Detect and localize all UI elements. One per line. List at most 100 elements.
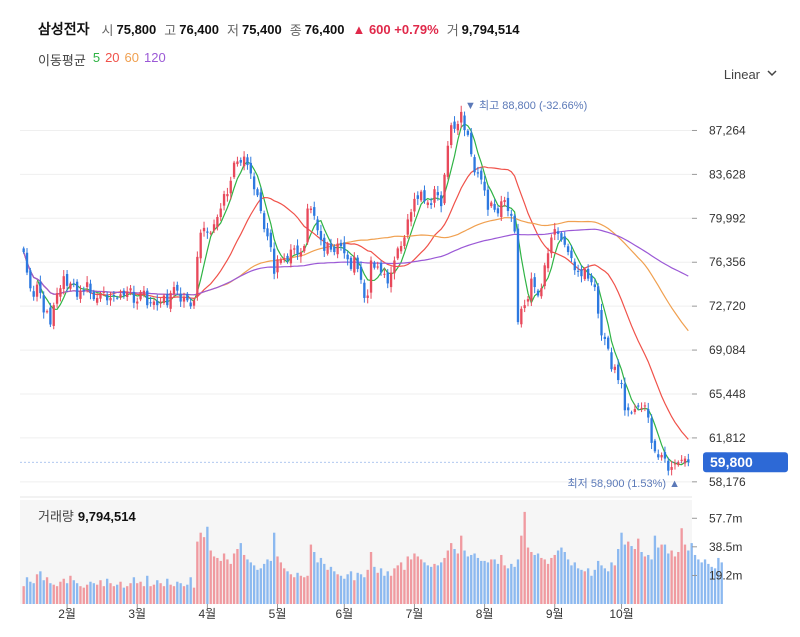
volume-bar [25,577,29,604]
candle-down [536,290,540,296]
volume-bar [219,560,222,604]
volume-bar [286,571,289,604]
volume-tick-label: 57.7m [709,511,742,525]
candle-up [406,219,409,235]
volume-bar [102,586,105,604]
candle-up [79,290,82,299]
volume-bar [436,565,439,604]
candle-down [386,272,389,284]
close-label: 종 [289,22,302,38]
volume-bar [29,581,32,604]
volume-bar [346,574,349,604]
ma-120-label[interactable]: 120 [144,50,166,65]
volume-plot-area [20,500,692,604]
volume-bar [196,541,199,604]
volume-bar [530,552,533,604]
volume-bar [69,575,72,604]
candle-up [309,208,313,210]
candle-up [139,291,142,300]
x-tick-label: 5월 [269,607,287,621]
candle-up [196,256,199,297]
candle-up [136,301,139,304]
candle-down [590,275,593,283]
candle-down [359,266,363,280]
volume-bar [643,556,647,604]
candle-down [570,250,573,259]
candle-down [576,270,580,272]
candle-up [613,366,617,370]
volume-bar [627,541,630,604]
volume-bar [536,553,540,604]
volume-bar [119,581,122,604]
y-tick-label: 87,264 [709,123,746,137]
y-tick-label: 83,628 [709,167,746,181]
candle-up [182,296,186,302]
volume-bar [383,575,386,604]
volume-bar [182,586,186,604]
volume-bar [216,557,219,604]
candle-down [650,418,653,443]
candle-up [142,290,146,295]
volume-bar [232,553,236,604]
volume-bar [620,532,623,604]
volume-bar [613,565,617,604]
candle-up [55,293,59,304]
volume-panel-value: 9,794,514 [77,509,136,524]
candle-up [283,258,286,261]
candle-down [573,261,576,271]
candle-up [336,243,339,255]
volume-bar [112,586,116,604]
candle-up [52,305,55,326]
volume-bar [399,562,403,604]
ma-20-label[interactable]: 20 [105,50,120,65]
volume-bar [687,550,690,604]
candle-down [49,307,52,325]
candle-down [72,283,75,285]
moving-average-legend: 이동평균 5 20 60 120 [38,50,166,69]
low-annotation: 최저 58,900 (1.53%) ▲ [568,477,680,490]
candle-up [126,291,129,297]
volume-bar [450,543,453,604]
volume-bar [590,575,593,604]
volume-bar [713,568,717,604]
ma-5-label[interactable]: 5 [92,50,101,65]
candle-down [206,231,209,233]
candle-up [520,308,523,325]
volume-bar [600,565,603,604]
volume-bar [563,552,566,604]
candle-up [45,311,49,313]
volume-bar [373,566,376,604]
candle-down [483,181,486,191]
candle-down [363,282,366,298]
x-tick-label: 2월 [58,607,76,621]
candle-up [129,288,132,291]
ma-60-label[interactable]: 60 [124,50,140,65]
volume-bar [413,553,416,604]
candle-up [383,273,386,275]
volume-bar [32,583,35,604]
volume-bar [580,569,583,604]
candle-down [630,412,633,414]
candle-down [560,233,563,240]
scale-select[interactable]: Linear [724,67,778,82]
candle-up [409,212,413,222]
volume-bar [463,550,466,604]
volume-bar [229,563,232,604]
volume-bar [149,586,152,604]
candle-up [526,299,530,302]
volume-bar [122,587,126,604]
volume-bar [610,562,613,604]
volume-bar [419,559,423,604]
candle-down [29,270,32,289]
candle-up [460,111,463,123]
volume-bar [453,549,456,604]
candle-down [112,295,116,297]
x-tick-label: 3월 [128,607,146,621]
volume-bar [129,583,132,604]
volume-bar [650,559,653,604]
volume-bar [456,553,460,604]
volume-bars [22,511,723,604]
candle-up [399,245,403,252]
candle-down [667,460,670,471]
